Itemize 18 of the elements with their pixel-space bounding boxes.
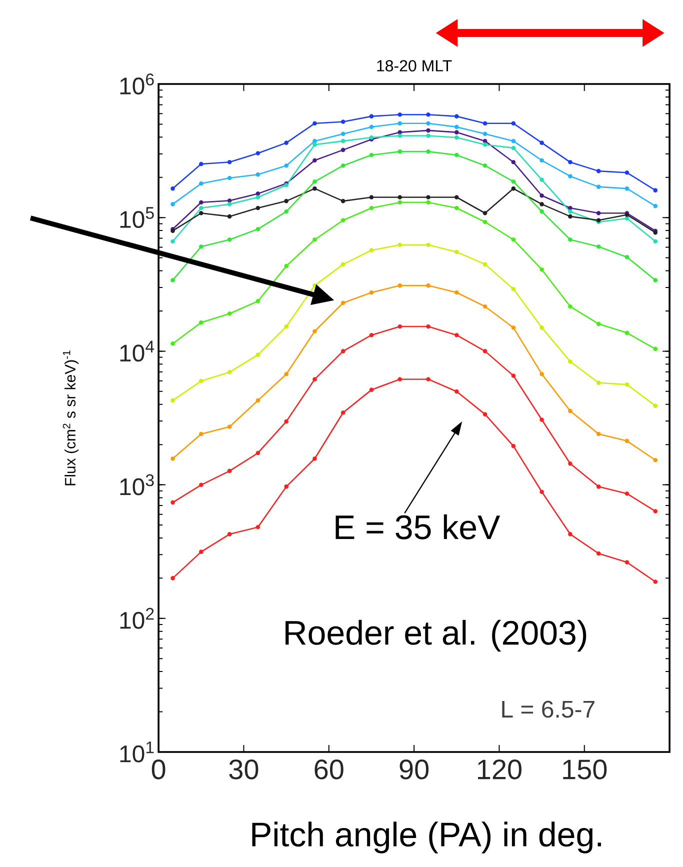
x-tick-label: 120 — [478, 760, 522, 780]
y-tick-label: 10$^{4}$ — [120, 340, 154, 362]
y-tick-label: 10$^{6}$ — [120, 74, 154, 94]
x-tick-label: 0 — [152, 760, 166, 780]
y-tick-label: 10$^{3}$ — [120, 474, 154, 496]
x-tick-label: 60 — [314, 760, 344, 780]
annotation: E = 35 keV — [336, 514, 500, 540]
y-axis-title: Flux (cm$^{2}$ s sr keV)$^{-1}$ — [63, 350, 79, 486]
x-tick-label: 90 — [400, 760, 429, 780]
annotation: L = 6.5-7 — [502, 700, 595, 718]
chart-title: 18-20 MLT — [377, 60, 452, 72]
x-axis-title: Pitch angle (PA) in deg. — [252, 822, 602, 854]
y-tick-label: 10$^{5}$ — [120, 207, 154, 228]
x-tick-label: 30 — [229, 760, 258, 780]
y-tick-label: 10$^{2}$ — [120, 608, 154, 629]
y-tick-label: 10$^{1}$ — [120, 742, 154, 762]
annotation: Roeder et al. (2003) — [286, 620, 586, 652]
x-tick-label: 150 — [563, 760, 607, 780]
